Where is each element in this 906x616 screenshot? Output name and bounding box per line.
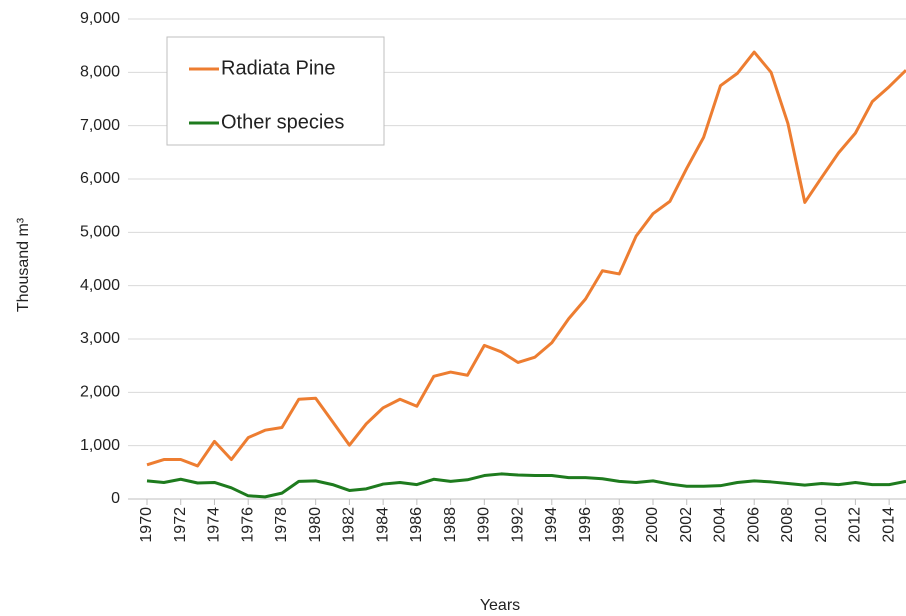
y-tick-label: 0 [111,490,120,507]
series-line [146,472,906,499]
legend-label: Other species [221,111,344,133]
y-tick-label: 8,000 [80,64,120,81]
x-tick-label: 1986 [408,507,425,543]
y-tick-label: 1,000 [80,437,120,454]
x-tick-label: 2002 [678,507,695,543]
x-tick-label: 1998 [610,507,627,543]
x-tick-label: 1972 [172,507,189,543]
x-tick-label: 2004 [712,507,729,543]
x-tick-label: 2006 [745,507,762,543]
x-tick-label: 2010 [813,507,830,543]
x-tick-label: 1996 [577,507,594,543]
y-tick-label: 4,000 [80,277,120,294]
x-tick-label: 1970 [138,507,155,543]
x-tick-label: 1974 [206,507,223,543]
x-tick-label: 2014 [880,507,897,543]
x-tick-label: 2012 [847,507,864,543]
legend-box [166,36,385,146]
y-tick-label: 9,000 [80,10,120,27]
x-tick-label: 2000 [644,507,661,543]
y-axis-label: Thousand m³ [15,217,32,312]
x-tick-label: 1988 [442,507,459,543]
series-line [146,50,906,468]
y-tick-label: 2,000 [80,384,120,401]
x-tick-label: 1982 [341,507,358,543]
y-tick-label: 6,000 [80,170,120,187]
x-tick-label: 1994 [543,507,560,543]
x-tick-label: 1992 [509,507,526,543]
x-tick-label: 1990 [476,507,493,543]
legend-label: Radiata Pine [221,57,336,79]
y-tick-label: 5,000 [80,224,120,241]
x-tick-label: 1976 [239,507,256,543]
x-tick-label: 1978 [273,507,290,543]
y-tick-label: 7,000 [80,117,120,134]
y-tick-label: 3,000 [80,330,120,347]
x-tick-label: 1984 [374,507,391,543]
x-tick-label: 1980 [307,507,324,543]
x-tick-label: 2008 [779,507,796,543]
x-axis-label: Years [480,597,520,614]
